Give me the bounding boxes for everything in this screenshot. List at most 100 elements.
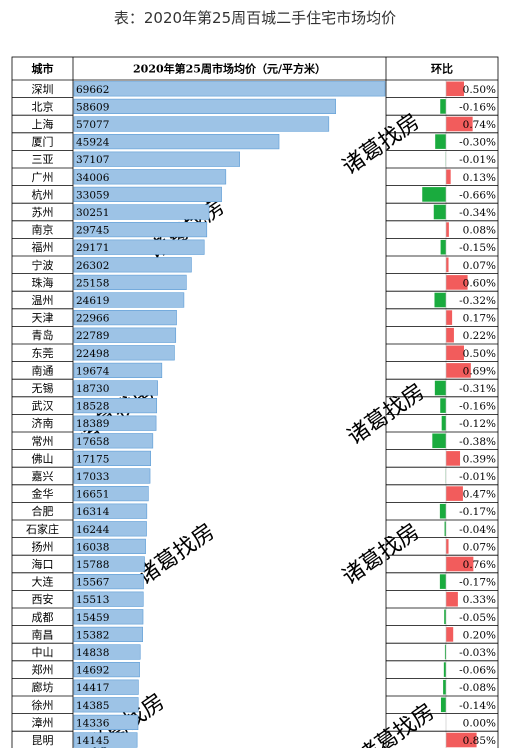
change-bar xyxy=(434,292,446,308)
change-label: 0.69% xyxy=(463,365,496,377)
city-label: 南京 xyxy=(32,223,54,237)
city-label: 深圳 xyxy=(32,83,54,96)
column-header: 2020年第25周市场均价（元/平方米） xyxy=(133,62,326,76)
price-label: 18389 xyxy=(76,418,109,430)
change-bar xyxy=(446,627,454,642)
city-label: 杭州 xyxy=(32,187,54,201)
city-label: 宁波 xyxy=(32,258,54,272)
change-bar xyxy=(446,257,449,273)
change-bar xyxy=(440,99,446,114)
table-row: 上海 57077 0.74% xyxy=(32,116,496,132)
city-label: 徐州 xyxy=(32,698,54,712)
column-header: 城市 xyxy=(32,62,54,76)
change-label: 0.85% xyxy=(463,735,496,747)
price-label: 19674 xyxy=(76,365,110,377)
price-bar xyxy=(73,679,139,695)
watermark-text: 诸葛找房 xyxy=(338,519,424,590)
price-bar xyxy=(73,556,145,572)
table-row: 徐州 14385 -0.14% xyxy=(32,697,496,713)
city-label: 中山 xyxy=(32,646,54,659)
price-label: 58609 xyxy=(76,101,109,113)
change-bar xyxy=(434,380,446,396)
price-bar xyxy=(73,591,144,607)
price-label: 17175 xyxy=(76,453,109,465)
city-label: 广州 xyxy=(32,171,54,184)
price-bar xyxy=(73,450,151,467)
price-bar xyxy=(73,380,158,396)
table-row: 济南 18389 -0.12% xyxy=(32,415,496,431)
column-header: 环比 xyxy=(431,62,453,76)
table-row: 厦门 45924 -0.30% xyxy=(32,134,496,150)
price-bar xyxy=(73,222,208,238)
city-label: 上海 xyxy=(32,117,54,131)
price-label: 18730 xyxy=(76,383,109,395)
price-label: 15788 xyxy=(76,559,109,571)
city-label: 三亚 xyxy=(32,153,54,166)
change-bar xyxy=(446,539,449,554)
table-row: 漳州 14336 0.00% xyxy=(32,714,496,730)
change-bar xyxy=(446,169,451,185)
city-label: 珠海 xyxy=(32,275,54,289)
price-label: 37107 xyxy=(76,154,109,166)
table-row: 珠海 25158 0.60% xyxy=(32,274,496,291)
price-bar xyxy=(73,345,175,361)
city-label: 漳州 xyxy=(32,715,54,729)
price-bar xyxy=(73,239,205,255)
price-label: 16314 xyxy=(76,506,110,518)
table-row: 福州 29171 -0.15% xyxy=(32,239,496,255)
price-bar xyxy=(73,204,210,220)
table-row: 金华 16651 0.47% xyxy=(32,485,496,502)
change-label: -0.12% xyxy=(459,418,496,430)
price-bar xyxy=(73,503,148,519)
change-label: -0.04% xyxy=(459,524,496,536)
table-row: 嘉兴 17033 -0.01% xyxy=(32,468,496,484)
price-label: 30251 xyxy=(76,207,109,219)
price-label: 24619 xyxy=(76,295,109,307)
change-label: -0.15% xyxy=(459,242,496,254)
table-row: 杭州 33059 -0.66% xyxy=(32,186,496,203)
table-row: 南通 19674 0.69% xyxy=(32,362,496,379)
price-bar xyxy=(73,697,139,713)
price-label: 14145 xyxy=(76,735,109,747)
price-label: 22498 xyxy=(76,348,109,360)
change-bar xyxy=(444,644,446,660)
watermark-text: 诸葛找房 xyxy=(353,699,439,748)
change-bar xyxy=(446,451,461,466)
price-label: 33059 xyxy=(76,189,109,201)
change-bar xyxy=(444,609,446,625)
city-label: 苏州 xyxy=(32,206,54,219)
city-label: 海口 xyxy=(32,557,54,571)
table-row: 南昌 15382 0.20% xyxy=(32,626,496,642)
change-bar xyxy=(446,222,449,237)
change-bar xyxy=(446,363,471,378)
change-label: -0.06% xyxy=(459,665,496,677)
price-bar xyxy=(73,292,185,308)
change-label: -0.31% xyxy=(459,383,496,395)
city-label: 南昌 xyxy=(32,628,54,641)
price-label: 14417 xyxy=(76,682,109,694)
change-label: 0.50% xyxy=(463,348,496,360)
city-label: 嘉兴 xyxy=(32,469,54,483)
change-label: 0.39% xyxy=(463,453,496,465)
city-label: 温州 xyxy=(32,294,54,307)
change-label: 0.22% xyxy=(463,330,496,342)
price-bar xyxy=(73,415,157,431)
change-bar xyxy=(440,398,446,413)
price-label: 57077 xyxy=(76,119,109,131)
price-bar xyxy=(73,186,222,203)
change-label: -0.38% xyxy=(459,436,496,448)
change-label: -0.17% xyxy=(459,506,496,518)
table-row: 东莞 22498 0.50% xyxy=(32,345,496,361)
price-label: 14385 xyxy=(76,700,109,712)
city-label: 石家庄 xyxy=(26,522,59,536)
price-bar xyxy=(73,397,158,414)
table-row: 宁波 26302 0.07% xyxy=(32,257,496,273)
change-bar xyxy=(446,591,458,607)
city-label: 廊坊 xyxy=(32,680,54,694)
chart-title: 表：2020年第25周百城二手住宅市场均价 xyxy=(113,9,397,27)
price-label: 16244 xyxy=(76,524,110,536)
price-label: 14692 xyxy=(76,665,109,677)
change-label: -0.01% xyxy=(459,154,496,166)
price-label: 14838 xyxy=(76,647,109,659)
